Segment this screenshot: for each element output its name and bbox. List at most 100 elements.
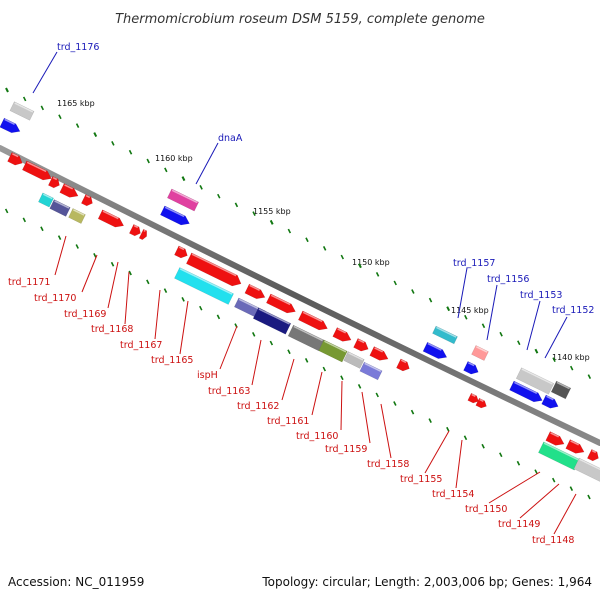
gene-trd-1154 xyxy=(475,397,487,409)
gene-trd-1150 xyxy=(545,431,565,446)
tick-mark-lower xyxy=(446,426,450,432)
scale-ticks xyxy=(4,87,592,500)
tick-mark-upper xyxy=(287,228,292,234)
gene-trd-1153 xyxy=(509,380,543,403)
gene-trd-1158 xyxy=(369,346,389,361)
tick-mark-upper xyxy=(587,374,592,379)
leader-line xyxy=(107,261,119,309)
leader-line xyxy=(544,316,568,359)
tick-mark-lower xyxy=(251,332,256,337)
gene-isph xyxy=(185,252,242,287)
gene-labels-top: trd_1176 dnaA trd_1157 trd_1156 trd_1153… xyxy=(57,42,594,316)
leader-line xyxy=(281,358,295,401)
tick-mark-lower xyxy=(110,261,115,267)
scale-label-1150: 1150 kbp xyxy=(352,258,390,267)
gene-trd-1156 xyxy=(463,361,479,375)
gene-trd-1176b xyxy=(7,152,23,166)
tick-mark-lower xyxy=(287,349,291,355)
gene-trd-1152 xyxy=(541,394,559,409)
gene-trd-1165 xyxy=(174,245,188,259)
leader-line xyxy=(311,371,323,416)
gene-trd-1170-shade xyxy=(49,199,71,217)
gene-trd-1161 xyxy=(297,310,328,331)
gene-trd-1169 xyxy=(59,183,79,198)
gene-trd-1152-shade xyxy=(550,380,572,400)
tick-mark-lower xyxy=(199,305,203,311)
gene-trd-1149 xyxy=(565,439,585,454)
tick-mark-lower xyxy=(375,392,379,398)
leader-line xyxy=(553,493,577,535)
leader-line xyxy=(380,403,392,459)
leader-line xyxy=(81,254,98,293)
gene-trd-1166b xyxy=(138,228,147,241)
leader-line xyxy=(486,284,498,341)
tick-mark-upper xyxy=(164,167,168,173)
leader-line xyxy=(32,51,58,94)
tick-mark-lower xyxy=(269,340,274,346)
gene-trd-1148 xyxy=(586,448,599,462)
gene-trd-1161-shade xyxy=(287,324,325,352)
tick-mark-upper xyxy=(199,185,203,190)
tick-mark-upper xyxy=(181,176,186,182)
gene-trd-1156-shade xyxy=(471,345,489,361)
tick-mark-lower xyxy=(128,270,132,276)
tick-mark-upper xyxy=(146,158,150,164)
tick-mark-upper xyxy=(534,348,539,354)
gene-trd-1166 xyxy=(128,223,141,237)
tick-mark-upper xyxy=(252,211,256,217)
leader-line xyxy=(457,267,468,319)
leader-line xyxy=(219,325,238,370)
leader-line xyxy=(251,339,262,386)
tick-mark-upper xyxy=(305,237,309,243)
accession-text: Accession: NC_011959 xyxy=(8,575,144,589)
gene-label-trd-1162: trd_1162 xyxy=(237,401,279,412)
gene-trd-1170 xyxy=(47,175,60,189)
tick-mark-upper xyxy=(481,323,486,329)
tick-mark-lower xyxy=(410,409,415,415)
gene-label-trd-1169: trd_1169 xyxy=(64,309,106,320)
tick-mark-upper xyxy=(375,271,380,277)
gene-trd-1159-shade xyxy=(343,351,365,369)
tick-mark-upper xyxy=(93,132,98,137)
tick-mark-lower xyxy=(146,279,150,285)
tick-mark-upper xyxy=(428,297,433,303)
leader-line xyxy=(361,391,371,444)
tick-mark-lower xyxy=(4,208,9,214)
tick-mark-upper xyxy=(446,306,451,312)
gene-dnaa xyxy=(159,205,190,226)
label-leaders xyxy=(32,51,577,535)
tick-mark-upper xyxy=(569,365,574,371)
leader-line xyxy=(179,300,189,355)
gene-label-trd-1153: trd_1153 xyxy=(520,290,562,301)
gene-trd-1157 xyxy=(422,341,448,359)
genome-backbone xyxy=(0,145,600,446)
leader-line xyxy=(154,289,161,340)
tick-mark-lower xyxy=(463,435,468,441)
tick-mark-upper xyxy=(217,193,221,199)
leader-line xyxy=(455,439,463,489)
gene-label-trd-1160: trd_1160 xyxy=(296,431,338,442)
tick-mark-lower xyxy=(163,288,168,293)
gene-label-trd-1176: trd_1176 xyxy=(57,42,99,53)
gene-features xyxy=(0,101,600,483)
tick-mark-lower xyxy=(322,366,327,372)
tick-mark-lower xyxy=(357,383,362,389)
leader-line xyxy=(54,235,67,276)
gene-trd-1155 xyxy=(467,392,479,404)
tick-mark-lower xyxy=(428,418,432,424)
gene-trd-1165-shade xyxy=(174,267,234,305)
gene-trd-1168 xyxy=(80,193,93,207)
gene-label-trd-1168: trd_1168 xyxy=(91,324,133,335)
leader-line xyxy=(124,271,130,325)
tick-mark-lower xyxy=(304,358,309,363)
scale-label-1140: 1140 kbp xyxy=(552,353,590,362)
gene-label-trd-1159: trd_1159 xyxy=(325,444,367,455)
gene-label-trd-1161: trd_1161 xyxy=(267,416,309,427)
gene-label-trd-1157: trd_1157 xyxy=(453,258,495,269)
gene-label-trd-1163: trd_1163 xyxy=(208,386,250,397)
tick-mark-lower xyxy=(516,460,521,466)
tick-mark-lower xyxy=(40,226,44,232)
gene-trd-1160-shade xyxy=(318,339,348,363)
tick-mark-upper xyxy=(517,340,521,346)
